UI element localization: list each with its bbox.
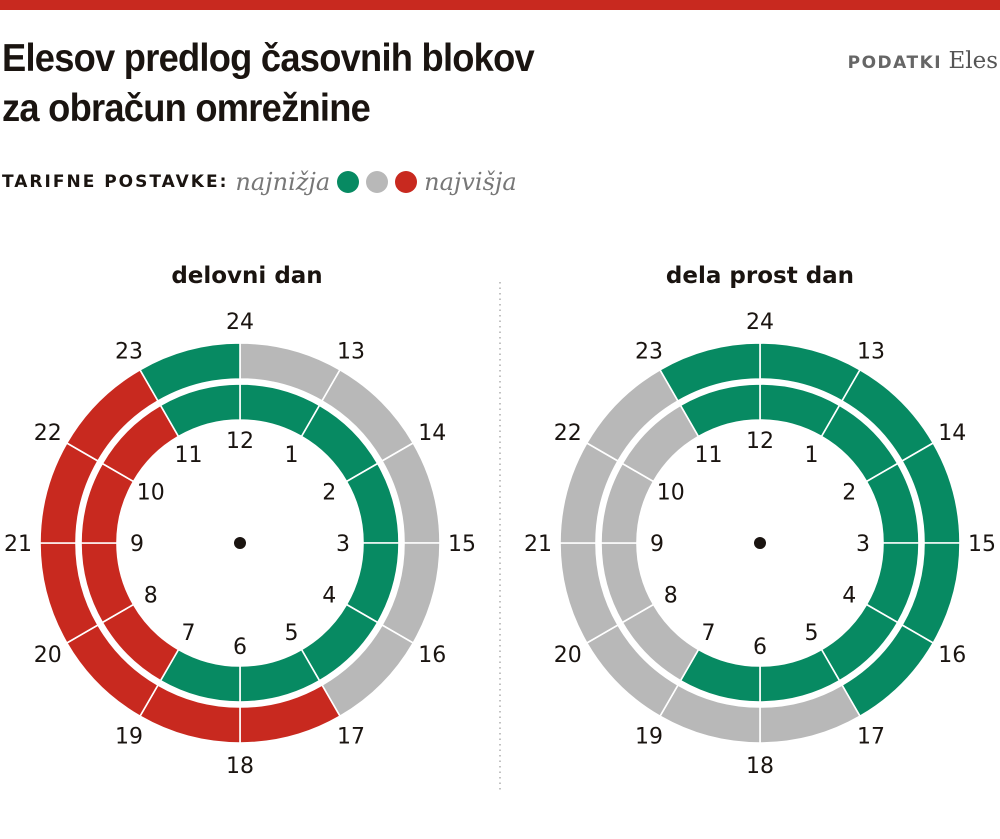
inner-hour-label: 2 — [322, 481, 336, 506]
inner-hour-label: 1 — [805, 443, 819, 468]
inner-hour-label: 5 — [805, 621, 819, 646]
inner-hour-label: 3 — [336, 532, 350, 557]
inner-hour-label: 12 — [746, 429, 774, 454]
inner-hour-label: 8 — [144, 584, 158, 609]
inner-hour-label: 2 — [842, 481, 856, 506]
outer-hour-label: 24 — [746, 310, 774, 335]
legend: TARIFNE POSTAVKE: najnižja najvišja — [2, 168, 517, 196]
outer-hour-label: 17 — [857, 724, 885, 749]
hour-segment-23-low — [138, 342, 241, 403]
outer-hour-label: 21 — [524, 532, 552, 557]
legend-high-label: najvišja — [424, 168, 517, 196]
inner-hour-label: 8 — [664, 584, 678, 609]
outer-hour-label: 14 — [418, 421, 446, 446]
inner-hour-label: 7 — [702, 621, 716, 646]
inner-hour-label: 6 — [753, 635, 767, 660]
outer-hour-label: 20 — [554, 643, 582, 668]
legend-mid-dot — [366, 171, 389, 193]
inner-hour-label: 7 — [182, 621, 196, 646]
page-title: Elesov predlog časovnih blokov za obraču… — [2, 34, 535, 134]
inner-hour-label: 4 — [842, 584, 856, 609]
inner-hour-label: 10 — [137, 481, 165, 506]
source-label: PODATKI — [847, 53, 943, 73]
hour-segment-11-low — [679, 383, 761, 438]
inner-hour-label: 6 — [233, 635, 247, 660]
legend-label: TARIFNE POSTAVKE: — [2, 172, 229, 192]
outer-hour-label: 16 — [418, 643, 446, 668]
inner-hour-label: 9 — [130, 532, 144, 557]
outer-hour-label: 23 — [115, 340, 143, 365]
clock-center-dot — [754, 537, 766, 549]
legend-high-dot — [395, 171, 418, 193]
inner-hour-label: 3 — [856, 532, 870, 557]
title-line-2: za obračun omrežnine — [2, 87, 371, 130]
outer-hour-label: 15 — [448, 532, 476, 557]
legend-low-dot — [337, 171, 360, 193]
outer-hour-label: 18 — [226, 754, 254, 779]
inner-hour-label: 4 — [322, 584, 336, 609]
top-accent-bar — [0, 0, 1000, 10]
outer-hour-label: 16 — [938, 643, 966, 668]
outer-hour-label: 19 — [635, 724, 663, 749]
inner-hour-label: 11 — [175, 443, 203, 468]
outer-hour-label: 20 — [34, 643, 62, 668]
outer-hour-label: 15 — [968, 532, 996, 557]
outer-hour-label: 19 — [115, 724, 143, 749]
hour-segment-11-low — [159, 383, 241, 438]
source-value: Eles — [948, 48, 998, 74]
outer-hour-label: 13 — [857, 340, 885, 365]
inner-hour-label: 11 — [695, 443, 723, 468]
inner-hour-label: 10 — [657, 481, 685, 506]
clock-center-dot — [234, 537, 246, 549]
clock-title-workday: delovni dan — [171, 263, 322, 289]
outer-hour-label: 22 — [554, 421, 582, 446]
inner-hour-label: 1 — [285, 443, 299, 468]
inner-hour-label: 5 — [285, 621, 299, 646]
outer-hour-label: 21 — [4, 532, 32, 557]
outer-hour-label: 22 — [34, 421, 62, 446]
source-credit: PODATKI Eles — [848, 48, 998, 74]
title-line-1: Elesov predlog časovnih blokov — [2, 37, 535, 80]
outer-hour-label: 23 — [635, 340, 663, 365]
hour-segment-23-low — [658, 342, 761, 403]
outer-hour-label: 24 — [226, 310, 254, 335]
outer-hour-label: 14 — [938, 421, 966, 446]
outer-hour-label: 13 — [337, 340, 365, 365]
outer-hour-label: 17 — [337, 724, 365, 749]
inner-hour-label: 12 — [226, 429, 254, 454]
clock-title-weekend: dela prost dan — [666, 263, 854, 289]
legend-low-label: najnižja — [235, 168, 331, 196]
outer-hour-label: 18 — [746, 754, 774, 779]
inner-hour-label: 9 — [650, 532, 664, 557]
